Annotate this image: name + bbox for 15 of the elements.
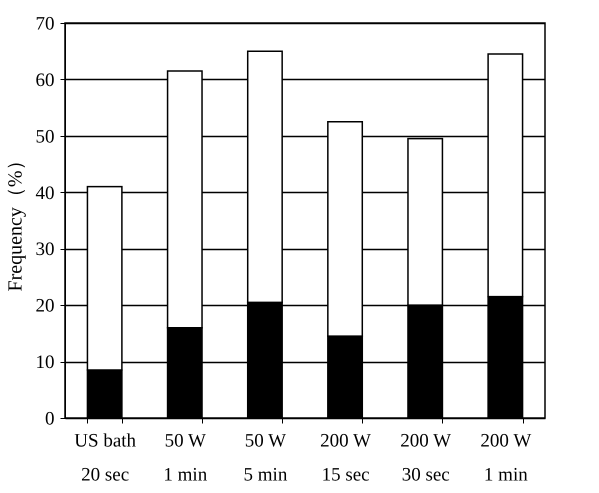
y-axis-title: Frequency（%） — [4, 150, 26, 292]
y-tick-label: 40 — [36, 182, 54, 204]
x-tick-label: 200 W 1 min — [480, 430, 532, 486]
y-tick-label: 50 — [36, 126, 54, 148]
y-tick-label: 10 — [36, 352, 54, 374]
x-tick-label: 50 W 5 min — [244, 430, 288, 486]
y-tick-label: 0 — [45, 408, 54, 430]
x-tick-label: 200 W 30 sec — [400, 430, 452, 486]
y-tick-label: 30 — [36, 239, 54, 260]
x-tick-label: US bath 20 sec — [74, 430, 137, 486]
x-tick-label: 50 W 1 min — [163, 430, 208, 486]
x-tick-label: 200 W 15 sec — [320, 430, 372, 486]
y-tick-label: 20 — [36, 296, 54, 317]
y-tick-label: 70 — [36, 14, 54, 34]
y-tick-label: 60 — [36, 70, 54, 91]
